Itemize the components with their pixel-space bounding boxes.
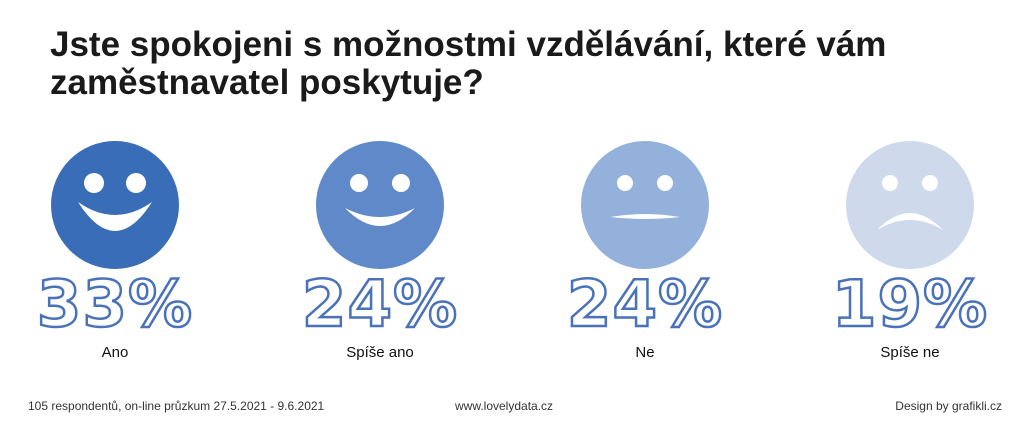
answer-label: Spíše ne [880,344,940,361]
percent-value: 24% [566,268,724,342]
right-eye [922,175,938,191]
mouth [345,208,415,226]
mouth [78,202,152,231]
left-eye [617,175,633,191]
face-circle [581,141,709,269]
mouth [877,213,943,230]
answer-spise-ano: 24% Spíše ano [280,140,480,370]
chart-title: Jste spokojeni s možnostmi vzdělávání, k… [50,25,887,102]
face-circle [316,141,444,269]
mouth [610,214,680,219]
neutral-face-icon [581,141,709,269]
answer-label: Spíše ano [346,344,414,361]
answer-label: Ano [101,344,129,361]
answers-row: 33% Ano 24% Spíše ano 24% Ne 19% Spíš [0,140,1024,370]
left-eye [882,175,898,191]
left-eye [350,174,368,192]
answer-ano: 33% Ano [15,140,215,370]
face-circle [51,141,179,269]
face-circle [846,141,974,269]
right-eye [392,174,410,192]
percent-value: 19% [831,268,989,342]
design-credit: Design by grafikli.cz [895,399,1002,413]
left-eye [84,173,104,193]
sad-face-icon [846,141,974,269]
smiling-face-icon [316,141,444,269]
source-note: 105 respondentů, on-line průzkum 27.5.20… [28,399,325,413]
right-eye [126,173,146,193]
happy-face-icon [51,141,179,269]
answer-label: Ne [635,344,655,361]
answer-spise-ne: 19% Spíše ne [810,140,1010,370]
right-eye [657,175,673,191]
percent-value: 33% [36,268,194,342]
website-link[interactable]: www.lovelydata.cz [455,399,554,413]
percent-value: 24% [301,268,459,342]
answer-ne: 24% Ne [545,140,745,370]
